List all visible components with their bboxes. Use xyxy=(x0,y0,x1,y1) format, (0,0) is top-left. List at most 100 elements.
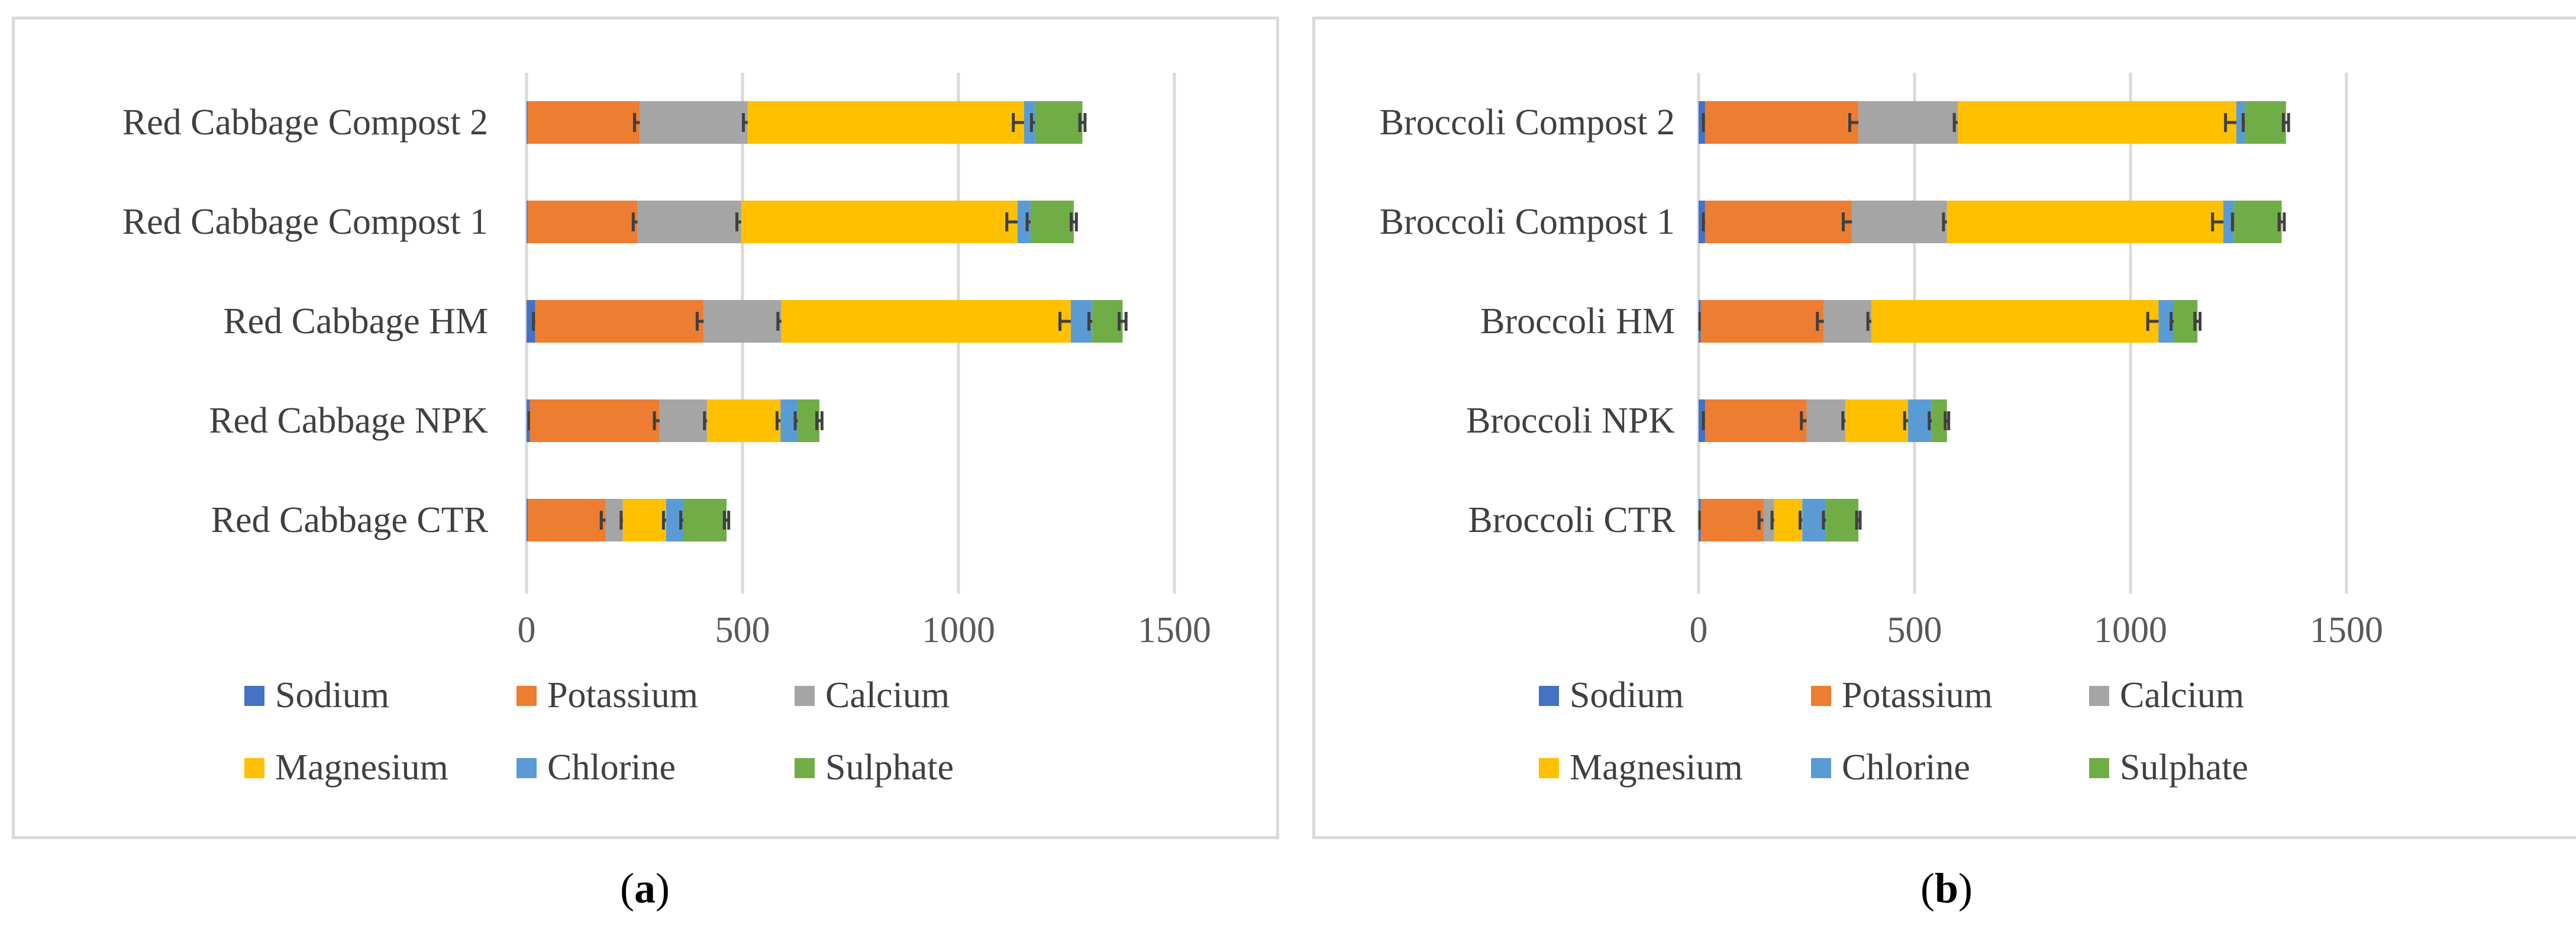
error-bar-a-1-sulphate xyxy=(1070,212,1078,231)
bar-b-2-calcium xyxy=(1823,300,1871,343)
legend-swatch-a-chlorine xyxy=(517,758,537,778)
legend-label-b-sodium: Sodium xyxy=(1570,675,1684,715)
legend-swatch-b-calcium xyxy=(2089,686,2109,706)
x-tick-label-a-2: 1000 xyxy=(922,610,995,650)
bar-b-4-calcium xyxy=(1763,499,1774,541)
legend-swatch-a-magnesium xyxy=(244,758,264,778)
bar-b-1-calcium xyxy=(1852,201,1947,243)
bar-a-3-magnesium xyxy=(707,399,781,442)
legend-swatch-b-potassium xyxy=(1811,686,1831,706)
legend-swatch-a-potassium xyxy=(517,686,537,706)
error-bar-a-3-sulphate xyxy=(815,411,824,430)
bar-b-1-sodium xyxy=(1699,201,1705,243)
bar-a-4-magnesium xyxy=(622,499,666,541)
bar-b-3-calcium xyxy=(1806,399,1846,442)
bar-a-2-magnesium xyxy=(781,300,1071,343)
error-bar-b-0-sulphate xyxy=(2281,113,2290,132)
bar-a-3-calcium xyxy=(659,399,708,442)
panel-label-a: a xyxy=(634,865,656,912)
legend-label-b-chlorine: Chlorine xyxy=(1842,747,1970,788)
bar-a-1-sulphate xyxy=(1030,201,1074,243)
error-bar-b-3-sulphate xyxy=(1944,411,1951,430)
bar-a-2-calcium xyxy=(703,300,782,343)
error-bar-b-2-sulphate xyxy=(2193,312,2202,331)
x-tick-label-b-2: 1000 xyxy=(2094,610,2167,650)
category-label-b-1: Broccoli Compost 1 xyxy=(1380,202,1675,242)
bar-a-0-chlorine xyxy=(1024,101,1035,144)
legend-label-a-potassium: Potassium xyxy=(547,675,698,715)
bar-a-4-sodium xyxy=(527,499,528,541)
x-tick-label-a-1: 500 xyxy=(715,610,770,650)
bar-b-0-sulphate xyxy=(2245,101,2286,144)
x-tick-label-a-0: 0 xyxy=(518,610,536,650)
bar-a-0-magnesium xyxy=(747,101,1024,144)
bar-a-1-chlorine xyxy=(1018,201,1031,243)
chart-panel-b: 0 500 1000 1500 Broccoli Compost 2 Broccoli C… xyxy=(1312,17,2576,839)
chart-a-svg: 0 500 1000 1500 Red Cabbage Compost 2 Red Cab… xyxy=(122,73,1211,788)
bar-a-0-sulphate xyxy=(1035,101,1083,144)
error-bar-a-4-sulphate xyxy=(722,511,731,530)
legend-swatch-b-sodium xyxy=(1539,686,1559,706)
error-bar-b-4-sulphate xyxy=(1855,511,1862,530)
bar-b-4-sulphate xyxy=(1826,499,1859,541)
legend-label-a-calcium: Calcium xyxy=(825,675,950,715)
legend-swatch-a-sodium xyxy=(244,686,264,706)
x-tick-label-b-3: 1500 xyxy=(2310,610,2383,650)
category-label-b-3: Broccoli NPK xyxy=(1466,401,1675,441)
bar-b-4-potassium xyxy=(1700,499,1764,541)
bar-a-1-potassium xyxy=(527,201,638,243)
bar-b-0-calcium xyxy=(1858,101,1958,144)
legend-swatch-a-sulphate xyxy=(795,758,815,778)
error-bar-a-2-sulphate xyxy=(1118,312,1128,331)
bar-a-2-potassium xyxy=(535,300,704,343)
bar-a-4-sulphate xyxy=(683,499,727,541)
bar-a-2-sodium xyxy=(527,300,535,343)
error-bar-b-1-sulphate xyxy=(2277,212,2286,231)
bar-b-1-potassium xyxy=(1705,201,1852,243)
bar-b-1-chlorine xyxy=(2223,201,2235,243)
x-tick-label-b-0: 0 xyxy=(1690,610,1708,650)
bar-b-2-potassium xyxy=(1700,300,1824,343)
bar-b-0-chlorine xyxy=(2236,101,2245,144)
legend-label-b-magnesium: Magnesium xyxy=(1570,747,1743,788)
legend-label-b-sulphate: Sulphate xyxy=(2120,747,2248,788)
panel-caption-b: (b) xyxy=(1920,865,1973,912)
legend-swatch-a-calcium xyxy=(795,686,815,706)
bar-b-0-potassium xyxy=(1705,101,1859,144)
x-tick-label-a-3: 1500 xyxy=(1138,610,1211,650)
error-bar-a-0-sulphate xyxy=(1078,113,1087,132)
legend-label-a-magnesium: Magnesium xyxy=(275,747,448,788)
legend-label-a-sulphate: Sulphate xyxy=(825,747,954,788)
panel-label-b: b xyxy=(1934,865,1959,912)
bar-b-0-sodium xyxy=(1699,101,1705,144)
bar-b-3-sodium xyxy=(1699,399,1705,442)
bar-a-3-potassium xyxy=(530,399,660,442)
category-label-b-0: Broccoli Compost 2 xyxy=(1380,102,1675,143)
legend-swatch-b-sulphate xyxy=(2089,758,2109,778)
legend-swatch-b-magnesium xyxy=(1539,758,1559,778)
bar-a-0-potassium xyxy=(527,101,640,144)
category-label-a-2: Red Cabbage HM xyxy=(223,301,488,341)
bar-b-1-magnesium xyxy=(1946,201,2223,243)
category-label-b-4: Broccoli CTR xyxy=(1468,500,1675,540)
category-label-a-4: Red Cabbage CTR xyxy=(211,500,489,540)
bar-a-1-calcium xyxy=(637,201,741,243)
legend-label-a-sodium: Sodium xyxy=(275,675,389,715)
bar-b-2-magnesium xyxy=(1871,300,2159,343)
bar-b-3-potassium xyxy=(1705,399,1807,442)
bar-b-1-sulphate xyxy=(2234,201,2282,243)
legend-label-a-chlorine: Chlorine xyxy=(547,747,676,788)
category-label-a-3: Red Cabbage NPK xyxy=(209,401,488,441)
bar-a-0-calcium xyxy=(640,101,748,144)
category-label-a-0: Red Cabbage Compost 2 xyxy=(122,102,488,143)
legend-label-b-calcium: Calcium xyxy=(2120,675,2244,715)
bar-b-3-magnesium xyxy=(1845,399,1909,442)
bar-a-4-potassium xyxy=(528,499,606,541)
legend-label-b-potassium: Potassium xyxy=(1842,675,1993,715)
panel-caption-a: (a) xyxy=(620,865,670,912)
bar-b-0-magnesium xyxy=(1958,101,2236,144)
category-label-a-1: Red Cabbage Compost 1 xyxy=(122,202,488,242)
bar-a-1-magnesium xyxy=(741,201,1018,243)
chart-b-svg: 0 500 1000 1500 Broccoli Compost 2 Broccoli C… xyxy=(1380,73,2383,788)
bar-a-2-sulphate xyxy=(1092,300,1123,343)
